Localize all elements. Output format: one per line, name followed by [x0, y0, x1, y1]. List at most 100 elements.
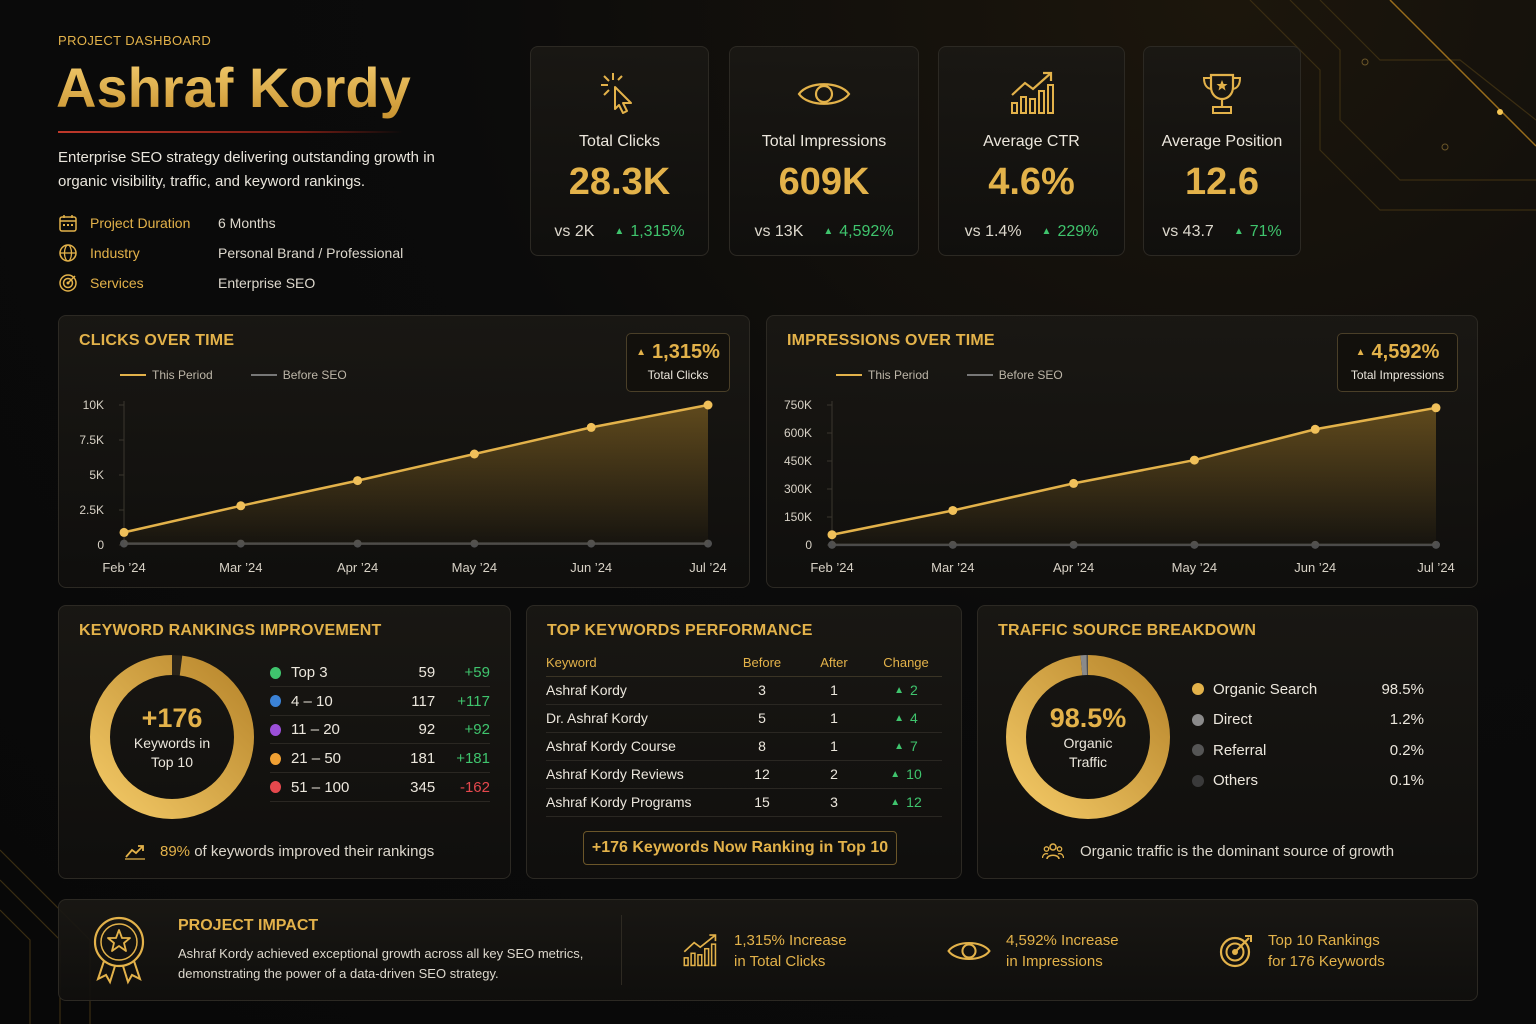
col-before: Before [726, 650, 798, 677]
kpi-change: 4,592% [823, 223, 893, 241]
rank-delta: +181 [456, 750, 490, 768]
kw-change: 2 [870, 676, 942, 705]
impact-item-line2: in Total Clicks [734, 953, 826, 970]
trend-up-icon [125, 845, 145, 860]
x-tick-label: Apr ’24 [337, 560, 378, 575]
y-tick-label: 300K [784, 482, 812, 496]
badge-value: 1,315% [627, 341, 729, 364]
impact-title: PROJECT IMPACT [178, 917, 319, 934]
kpi-value: 12.6 [1185, 161, 1259, 203]
this-period-point [1189, 455, 1199, 465]
kw-before: 12 [726, 760, 798, 789]
traffic-panel: TRAFFIC SOURCE BREAKDOWN [977, 605, 1478, 879]
y-tick-label: 5K [89, 468, 104, 482]
kpi-change: 229% [1042, 223, 1098, 241]
traffic-source-row: Organic Search 98.5% [1192, 679, 1424, 699]
kw-after: 3 [798, 788, 870, 817]
impact-divider [621, 915, 622, 985]
globe-icon [59, 244, 77, 262]
x-tick-label: Jun ’24 [1294, 560, 1336, 575]
kw-after: 1 [798, 676, 870, 705]
kpi-card-clicks: Total Clicks 28.3K vs 2K 1,315% [530, 46, 709, 256]
panel-title: KEYWORD RANKINGS IMPROVEMENT [79, 622, 382, 639]
legend-this-period: This Period [868, 368, 929, 382]
rank-name: 4 – 10 [290, 692, 333, 710]
target-icon [1219, 935, 1252, 968]
rank-row: 21 – 50 181 +181 [270, 745, 490, 774]
rank-name: Top 3 [290, 664, 328, 681]
this-period-area [832, 407, 1436, 545]
y-tick-label: 0 [97, 538, 104, 552]
clicks-line-chart: 0 2.5K 5K 7.5K 10K Feb ’24 Mar ’24 Apr ’24 May ’… [79, 398, 726, 575]
table-row: Ashraf Kordy Programs15312 [546, 788, 942, 817]
target-icon [59, 274, 77, 292]
impressions-legend: This Period Before SEO [836, 368, 1063, 382]
kw-before: 3 [726, 676, 798, 705]
this-period-line [831, 406, 1437, 536]
rank-row: 4 – 10 117 +117 [270, 688, 490, 716]
rank-delta: -162 [459, 778, 490, 796]
kw-keyword: Ashraf Kordy Programs [546, 788, 726, 817]
kw-after: 2 [798, 760, 870, 789]
rank-count: 59 [418, 664, 436, 681]
eye-icon [797, 83, 851, 105]
meta-duration: Project Duration 6 Months [58, 213, 276, 233]
kw-keyword: Ashraf Kordy Reviews [546, 760, 726, 789]
kpi-label: Average Position [1161, 133, 1283, 150]
source-dot [1192, 774, 1204, 787]
this-period-point [119, 527, 129, 537]
x-tick-label: Mar ’24 [219, 560, 262, 575]
impact-item-line2: for 176 Keywords [1268, 953, 1385, 970]
impact-description: Ashraf Kordy achieved exceptional growth… [178, 946, 584, 981]
kw-keyword: Ashraf Kordy [546, 676, 726, 705]
rankings-panel: KEYWORD RANKINGS IMPROVEMENT [58, 605, 511, 879]
y-tick-label: 450K [784, 454, 812, 468]
impact-item-impressions: 4,592% Increase in Impressions [946, 930, 1119, 972]
source-name: Organic Search [1213, 680, 1318, 698]
legend-swatch-before-seo [966, 374, 993, 376]
impact-item-line1: 4,592% Increase [1006, 932, 1119, 949]
rankings-center-label-2: Top 10 [150, 754, 194, 770]
this-period-line [123, 403, 709, 534]
traffic-center-value: 98.5% [1049, 703, 1127, 733]
badge-value: 4,592% [1338, 341, 1457, 364]
traffic-center-label-1: Organic [1063, 735, 1113, 751]
rank-count: 117 [411, 692, 436, 710]
rank-delta: +92 [464, 721, 490, 739]
impressions-line-chart: 0 150K 300K 450K 600K 750K Feb ’24 Mar ’24 Apr ’… [784, 398, 1455, 575]
source-dot [1192, 713, 1204, 726]
page-eyebrow: PROJECT DASHBOARD [58, 33, 212, 48]
growth-chart-icon [1010, 71, 1054, 114]
impact-item-clicks: 1,315% Increase in Total Clicks [682, 930, 847, 972]
source-name: Others [1213, 772, 1259, 789]
impact-item-line2: in Impressions [1006, 953, 1103, 970]
table-row: Ashraf Kordy312 [546, 676, 942, 705]
table-row: Ashraf Kordy Reviews12210 [546, 760, 942, 789]
kw-keyword: Ashraf Kordy Course [546, 732, 726, 761]
impact-item-rankings: Top 10 Rankings for 176 Keywords [1218, 930, 1385, 972]
x-tick-label: Jun ’24 [570, 560, 612, 575]
kw-before: 15 [726, 788, 798, 817]
impact-item-line1: 1,315% Increase [734, 932, 847, 949]
legend-this-period: This Period [152, 368, 213, 382]
this-period-point [1431, 403, 1441, 413]
source-name: Direct [1213, 711, 1253, 728]
kpi-baseline: vs 2K [554, 223, 595, 240]
kw-change: 7 [870, 732, 942, 761]
traffic-donut-center: 98.5% Organic Traffic [1016, 703, 1160, 772]
impressions-badge: 4,592% Total Impressions [1337, 333, 1458, 392]
trophy-icon [1202, 73, 1242, 114]
kpi-value: 609K [778, 161, 870, 203]
page-title: Ashraf Kordy [56, 56, 411, 119]
this-period-point [827, 530, 837, 540]
source-name: Referral [1213, 741, 1267, 759]
rank-name: 11 – 20 [290, 721, 340, 739]
kpi-value: 4.6% [988, 161, 1075, 203]
rank-row: 51 – 100 345 -162 [270, 774, 490, 802]
traffic-source-row: Others 0.1% [1192, 771, 1424, 791]
this-period-point [948, 505, 958, 515]
x-tick-label: Jul ’24 [1417, 560, 1455, 575]
rank-count: 181 [410, 750, 436, 768]
y-tick-label: 10K [83, 398, 104, 412]
rank-name: 21 – 50 [290, 750, 341, 768]
